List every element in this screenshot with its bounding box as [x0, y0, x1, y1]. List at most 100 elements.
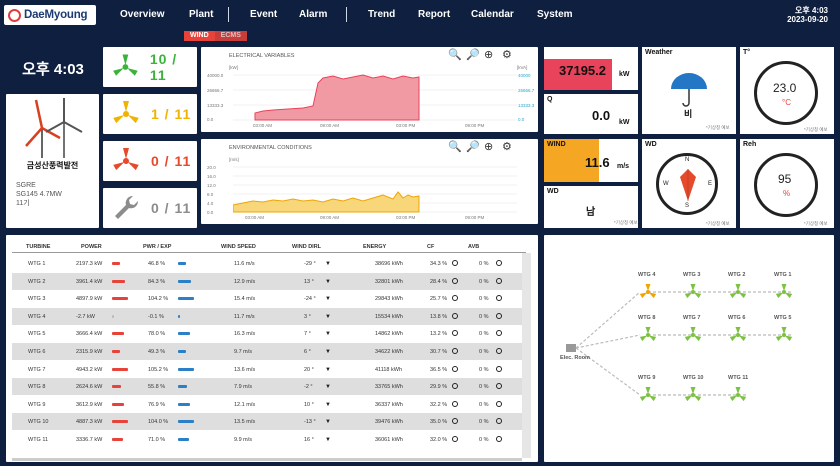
turbine-icon[interactable] — [775, 327, 793, 342]
plant-card[interactable]: 금성산풍력발전 SGRE SG145 4.7MW 11기 — [6, 94, 99, 228]
weather-card[interactable]: Weather 비 *기상청 예보 — [642, 47, 736, 134]
table-row[interactable]: WTG 1 2197.3 kW 46.8 % 11.6 m/s -29 ° ▼ 38696 … — [12, 255, 526, 272]
col-turbine[interactable]: TURBINE — [26, 244, 51, 250]
table-row[interactable]: WTG 6 2315.9 kW 49.3 % 9.7 m/s 6 ° ▼ 34622 kWh… — [12, 343, 526, 360]
table-row[interactable]: WTG 7 4943.2 kW 105.2 % 13.6 m/s 20 ° ▼ 41118 … — [12, 361, 526, 378]
brand-logo[interactable]: DaeMyoung — [4, 5, 96, 25]
nav-overview[interactable]: Overview — [120, 9, 165, 20]
status-maintenance[interactable]: 0 / 11 — [103, 188, 197, 228]
kpi-wind[interactable]: WIND 11.6 m/s — [544, 139, 638, 182]
turbine-icon[interactable] — [729, 387, 747, 402]
cf-value: 30.7 % — [430, 349, 448, 355]
energy-value: 14862 kWh — [375, 331, 403, 338]
wind-speed-value: 9.7 m/s — [234, 349, 253, 355]
header-divider — [12, 252, 526, 253]
y-tick-right: 13333.3 — [518, 103, 535, 108]
turbine-icon[interactable] — [684, 327, 702, 342]
turbine-icon[interactable] — [639, 284, 657, 299]
turbine-icon[interactable] — [639, 387, 657, 402]
x-tick: 03:00 PM — [396, 123, 416, 128]
y-tick-right: 40000 — [518, 73, 531, 78]
turbine-name: WTG 9 — [28, 401, 46, 408]
col-wind-speed[interactable]: WIND SPEED — [221, 244, 256, 250]
kpi-wind-direction[interactable]: WD 남 *기상청 예보 — [544, 186, 638, 228]
turbine-icon[interactable] — [775, 284, 793, 299]
nav-report[interactable]: Report — [418, 9, 451, 20]
temperature-card[interactable]: T° 23.0 °C *기상청 예보 — [740, 47, 834, 134]
settings-gear-icon[interactable]: ⚙ — [502, 141, 512, 153]
elec-room-icon — [566, 344, 576, 352]
zoom-out-icon[interactable]: 🔎 — [466, 49, 480, 61]
table-row[interactable]: WTG 10 4887.3 kW 104.0 % 13.5 m/s -13 ° ▼ 3947… — [12, 413, 526, 431]
zoom-in-icon[interactable]: 🔍 — [448, 49, 462, 61]
col-cf[interactable]: CF — [427, 244, 435, 250]
table-row[interactable]: WTG 3 4897.9 kW 104.2 % 15.4 m/s -24 ° ▼ 29843… — [12, 290, 526, 307]
status-running[interactable]: 10 / 11 — [103, 47, 197, 87]
col-pwr-exp[interactable]: PWR / EXP — [143, 244, 172, 250]
turbine-name: WTG 11 — [28, 437, 49, 443]
nav-system[interactable]: System — [537, 9, 573, 20]
humidity-card[interactable]: Reh 95 % *기상청 예보 — [740, 139, 834, 228]
nav-calendar[interactable]: Calendar — [471, 9, 514, 20]
turbine-icon[interactable] — [684, 284, 702, 299]
pwr-exp-value: 105.2 % — [148, 366, 169, 373]
turbine-icon[interactable] — [729, 327, 747, 342]
target-icon[interactable]: ⊕ — [484, 49, 494, 61]
power-value: 2315.9 kW — [76, 349, 103, 355]
turbine-label: WTG 4 — [638, 272, 656, 278]
cf-value: 32.2 % — [430, 401, 448, 408]
target-icon[interactable]: ⊕ — [484, 141, 494, 153]
tab-ecms[interactable]: ECMS — [214, 31, 247, 41]
energy-value: 32801 kWh — [375, 278, 403, 285]
nav-alarm[interactable]: Alarm — [299, 9, 328, 20]
nav-trend[interactable]: Trend — [368, 9, 396, 20]
col-energy[interactable]: ENERGY — [363, 244, 387, 250]
table-scrollbar[interactable] — [522, 253, 531, 458]
kpi-value: 남 — [586, 207, 596, 218]
table-row[interactable]: WTG 2 3961.4 kW 84.3 % 12.9 m/s 13 ° ▼ 32801 k… — [12, 272, 526, 290]
table-row[interactable]: WTG 8 2624.6 kW 55.8 % 7.9 m/s -2 ° ▼ 33765 kW… — [12, 378, 526, 396]
pwr-exp-bar — [178, 420, 194, 424]
table-h-scrollbar[interactable] — [12, 458, 522, 461]
pwr-exp-value: 76.9 % — [148, 401, 166, 408]
nav-plant[interactable]: Plant — [189, 9, 214, 20]
wind-dir-value: 10 ° — [304, 401, 314, 408]
turbine-icon[interactable] — [684, 387, 702, 402]
chart-title: ENVIRONMENTAL CONDITIONS — [229, 145, 312, 151]
turbine-name: WTG 8 — [28, 384, 46, 391]
wind-dir-value: -2 ° — [304, 384, 313, 391]
col-wind-dir[interactable]: WIND DIRL — [292, 244, 322, 250]
table-row[interactable]: WTG 5 3666.4 kW 78.0 % 16.3 m/s 7 ° ▼ 14862 kW… — [12, 325, 526, 342]
kpi-unit: kW — [619, 71, 630, 78]
turbine-label: WTG 2 — [728, 272, 746, 278]
nav-event[interactable]: Event — [250, 9, 278, 20]
turbine-icon[interactable] — [639, 327, 657, 342]
tab-wind[interactable]: WIND — [184, 31, 215, 41]
turbine-label: WTG 11 — [728, 375, 749, 381]
status-warning[interactable]: 1 / 11 — [103, 94, 197, 134]
humidity-value: 95 — [778, 172, 792, 186]
status-fault[interactable]: 0 / 11 — [103, 141, 197, 181]
electrical-plot — [233, 74, 517, 121]
wind-direction-card[interactable]: WD N S W E *기상청 예보 — [642, 139, 736, 228]
turbine-icon[interactable] — [729, 284, 747, 299]
table-row[interactable]: WTG 4 -2.7 kW -0.1 % 11.7 m/s 3 ° ▼ 15534 kWh 1… — [12, 307, 526, 325]
zoom-out-icon[interactable]: 🔎 — [466, 141, 480, 153]
avb-status-icon — [496, 365, 502, 372]
table-row[interactable]: WTG 9 3612.9 kW 76.9 % 12.1 m/s 10 ° ▼ 36337 k… — [12, 396, 526, 413]
temperature-value: 23.0 — [773, 81, 797, 95]
wind-dir-arrow-icon: ▼ — [325, 331, 331, 338]
table-row[interactable]: WTG 11 3336.7 kW 71.0 % 9.9 m/s 16 ° ▼ 36061 k… — [12, 431, 526, 448]
zoom-in-icon[interactable]: 🔍 — [448, 141, 462, 153]
settings-gear-icon[interactable]: ⚙ — [502, 49, 512, 61]
pwr-exp-value: 49.3 % — [148, 349, 166, 355]
kpi-active-power[interactable]: P 37195.2 kW — [544, 47, 638, 90]
kpi-power-fill — [544, 59, 612, 90]
col-power[interactable]: POWER — [81, 244, 102, 250]
pwr-exp-value: 104.2 % — [148, 296, 169, 303]
wind-speed-value: 13.5 m/s — [234, 419, 256, 426]
wind-dir-arrow-icon: ▼ — [325, 349, 331, 355]
kpi-reactive-power[interactable]: Q 0.0 kW — [544, 94, 638, 134]
compass-needle-icon — [680, 169, 696, 201]
col-avb[interactable]: AVB — [468, 244, 480, 250]
